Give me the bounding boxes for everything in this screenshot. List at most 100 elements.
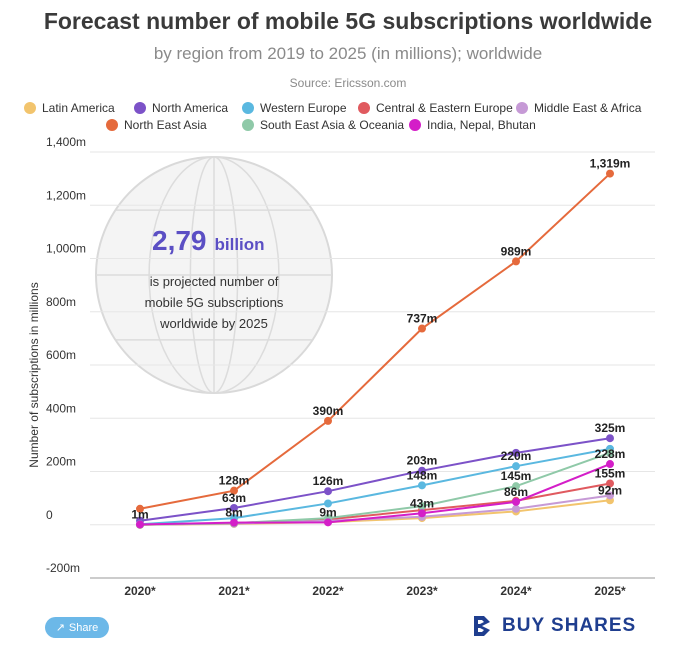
data-point <box>418 481 426 490</box>
legend-dot-icon <box>242 102 254 114</box>
legend-label: North America <box>152 101 229 115</box>
data-label: 1m <box>131 507 148 521</box>
data-point <box>136 520 144 529</box>
x-tick-label: 2022* <box>312 584 344 598</box>
callout-line: worldwide by 2025 <box>159 316 268 331</box>
callout-line: mobile 5G subscriptions <box>145 295 284 310</box>
x-tick-label: 2025* <box>594 584 626 598</box>
x-tick-label: 2021* <box>218 584 250 598</box>
data-label: 145m <box>501 469 532 483</box>
callout-headline: 2,79 billion <box>152 225 265 256</box>
x-tick-label: 2023* <box>406 584 438 598</box>
legend-item[interactable]: South East Asia & Oceania <box>242 118 404 132</box>
data-point <box>606 169 614 178</box>
data-label: 1,319m <box>590 157 631 171</box>
data-label: 737m <box>407 312 438 326</box>
data-point <box>606 460 614 469</box>
y-tick-label: 200m <box>46 455 76 469</box>
data-label: 390m <box>313 404 344 418</box>
legend-label: Western Europe <box>260 101 347 115</box>
data-label: 325m <box>595 421 626 435</box>
data-label: 9m <box>319 505 336 519</box>
data-label: 8m <box>225 506 242 520</box>
data-label: 148m <box>407 468 438 482</box>
data-point <box>418 502 426 511</box>
brand-name: BUY SHARES <box>502 615 637 636</box>
data-point <box>606 491 614 500</box>
data-point <box>230 503 238 512</box>
data-label: 228m <box>595 447 626 461</box>
series-line <box>139 437 611 522</box>
legend-item[interactable]: Latin America <box>24 101 115 115</box>
series-line <box>139 447 611 526</box>
data-point <box>418 324 426 333</box>
data-label: 155m <box>595 466 626 480</box>
buyshares-logo-icon <box>474 616 490 636</box>
legend-item[interactable]: Middle East & Africa <box>516 101 641 115</box>
x-tick-label: 2020* <box>124 584 156 598</box>
legend-dot-icon <box>24 102 36 114</box>
data-point <box>230 518 238 527</box>
data-point <box>606 479 614 488</box>
share-button[interactable]: ↗ Share <box>45 617 109 638</box>
data-label: 989m <box>501 244 532 258</box>
chart-subtitle: by region from 2019 to 2025 (in millions… <box>153 44 543 63</box>
data-point <box>606 448 614 457</box>
data-label: 86m <box>504 485 528 499</box>
y-tick-label: 800m <box>46 295 76 309</box>
data-label: 203m <box>407 454 438 468</box>
y-tick-label: 1,400m <box>46 135 86 149</box>
legend-label: Middle East & Africa <box>534 101 642 115</box>
legend-label: North East Asia <box>124 118 207 132</box>
y-tick-label: 400m <box>46 401 76 415</box>
share-label: Share <box>68 621 99 634</box>
legend-dot-icon <box>242 119 254 131</box>
legend-label: South East Asia & Oceania <box>260 118 405 132</box>
y-axis-label: Number of subscriptions in millions <box>27 282 41 467</box>
data-point <box>512 462 520 471</box>
data-point <box>606 434 614 443</box>
y-tick-label: 1,000m <box>46 242 86 256</box>
brand-logo: BUY SHARES <box>470 614 636 638</box>
series-line <box>139 463 611 526</box>
legend-dot-icon <box>106 119 118 131</box>
legend-item[interactable]: Central & Eastern Europe <box>358 101 513 115</box>
legend-item[interactable]: Western Europe <box>242 101 347 115</box>
legend-item[interactable]: North America <box>134 101 228 115</box>
data-point <box>512 497 520 506</box>
data-point <box>512 448 520 457</box>
legend-item[interactable]: India, Nepal, Bhutan <box>409 118 536 132</box>
data-point <box>512 504 520 513</box>
legend-item[interactable]: North East Asia <box>106 118 207 132</box>
globe-watermark-icon <box>95 156 333 394</box>
data-point <box>324 416 332 425</box>
data-label: 126m <box>313 474 344 488</box>
legend-dot-icon <box>134 102 146 114</box>
data-label: 128m <box>219 474 250 488</box>
y-tick-label: -200m <box>46 561 80 575</box>
data-label: 63m <box>222 491 246 505</box>
data-point <box>512 257 520 266</box>
legend-label: India, Nepal, Bhutan <box>427 118 536 132</box>
chart-source: Source: Ericsson.com <box>289 76 407 90</box>
data-label: 92m <box>598 483 622 497</box>
x-tick-label: 2024* <box>500 584 532 598</box>
data-point <box>324 487 332 496</box>
data-point <box>230 486 238 495</box>
series-line <box>139 172 611 510</box>
legend-label: Latin America <box>42 101 115 115</box>
legend-dot-icon <box>409 119 421 131</box>
data-point <box>136 504 144 513</box>
legend-label: Central & Eastern Europe <box>376 101 513 115</box>
chart-title: Forecast number of mobile 5G subscriptio… <box>43 8 653 34</box>
callout-line: is projected number of <box>150 274 279 289</box>
y-tick-label: 600m <box>46 348 76 362</box>
data-point <box>418 509 426 518</box>
legend-dot-icon <box>358 102 370 114</box>
legend-dot-icon <box>516 102 528 114</box>
data-label: 220m <box>501 449 532 463</box>
share-icon: ↗ <box>55 622 65 634</box>
data-point <box>324 499 332 508</box>
y-tick-label: 0 <box>46 508 53 522</box>
